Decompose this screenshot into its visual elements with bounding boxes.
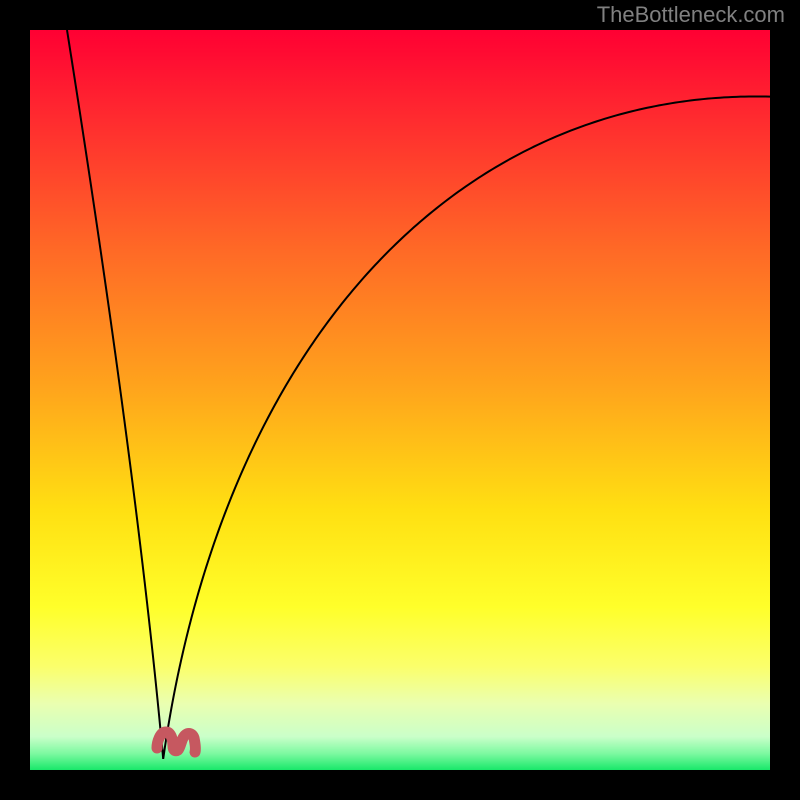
watermark-text: TheBottleneck.com bbox=[597, 2, 785, 28]
chart-svg bbox=[30, 30, 770, 770]
gradient-background bbox=[30, 30, 770, 770]
chart-area bbox=[30, 30, 770, 770]
